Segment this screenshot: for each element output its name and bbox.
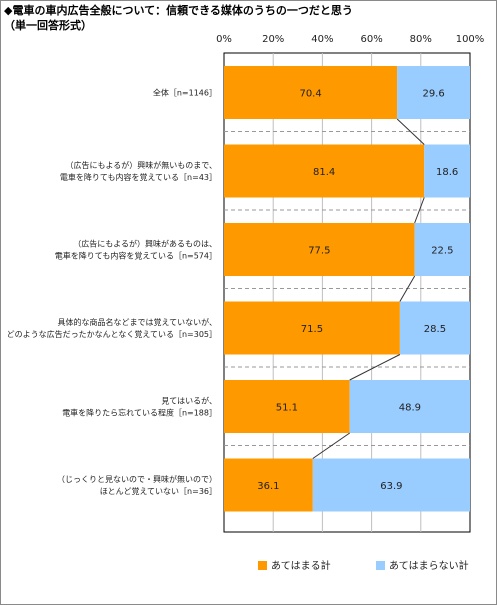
category-label: 見てはいるが、 bbox=[161, 396, 217, 406]
bar-disagree bbox=[349, 380, 470, 433]
x-tick-label: 60% bbox=[360, 34, 382, 45]
bar-agree bbox=[224, 458, 313, 512]
data-label-disagree: 28.5 bbox=[424, 324, 446, 335]
bar-agree bbox=[224, 301, 400, 355]
chart-subtitle: （単一回答形式） bbox=[4, 19, 92, 32]
data-label-agree: 71.5 bbox=[301, 324, 323, 335]
category-label: 電車を降りても内容を覚えている［n=574］ bbox=[55, 251, 217, 261]
category-label: 電車を降りても内容を覚えている［n=43］ bbox=[60, 172, 217, 182]
category-label: どのような広告だったかなんとなく覚えている［n=305］ bbox=[7, 329, 217, 339]
series-connector bbox=[399, 275, 416, 302]
category-label: 全体［n=1146］ bbox=[153, 88, 217, 98]
data-label-disagree: 48.9 bbox=[399, 403, 421, 414]
category-label: 電車を降りたら忘れている程度［n=188］ bbox=[62, 408, 217, 418]
bar-disagree bbox=[424, 144, 470, 198]
x-tick-label: 20% bbox=[262, 34, 284, 45]
series-connector bbox=[414, 197, 425, 224]
legend-swatch-agree bbox=[258, 561, 267, 570]
series-connector bbox=[396, 118, 425, 145]
data-label-agree: 36.1 bbox=[257, 481, 279, 492]
bar-disagree bbox=[397, 66, 470, 119]
data-label-agree: 81.4 bbox=[313, 167, 335, 178]
chart-title: ◆電車の車内広告全般について：信頼できる媒体のうちの一つだと思う bbox=[4, 4, 353, 17]
data-label-disagree: 18.6 bbox=[436, 167, 458, 178]
bar-agree bbox=[224, 66, 398, 119]
bar-agree bbox=[224, 144, 425, 198]
category-label: （広告にもよるが）興味が無いものまで、 bbox=[66, 160, 217, 170]
x-tick-label: 40% bbox=[311, 34, 333, 45]
plot-area bbox=[223, 52, 471, 533]
legend-label-agree: あてはまる計 bbox=[271, 559, 331, 572]
category-label: （広告にもよるが）興味があるものは、 bbox=[73, 239, 217, 249]
bar-disagree bbox=[312, 458, 470, 512]
bar-agree bbox=[224, 223, 415, 276]
category-label: ほとんど覚えていない［n=36］ bbox=[100, 486, 217, 496]
legend-swatch-disagree bbox=[376, 561, 385, 570]
series-connector bbox=[312, 432, 350, 459]
x-tick-label: 80% bbox=[410, 34, 432, 45]
series-connector bbox=[349, 354, 401, 381]
data-label-disagree: 63.9 bbox=[380, 481, 402, 492]
data-label-disagree: 29.6 bbox=[422, 89, 444, 100]
data-label-agree: 77.5 bbox=[308, 246, 330, 257]
category-label: 具体的な商品名などまでは覚えていないが、 bbox=[58, 317, 217, 327]
bar-agree bbox=[224, 380, 350, 433]
data-label-disagree: 22.5 bbox=[431, 246, 453, 257]
bar-disagree bbox=[414, 223, 470, 276]
category-label: （じっくりと見ないので・興味が無いので） bbox=[57, 474, 217, 484]
data-label-agree: 51.1 bbox=[276, 403, 298, 414]
data-label-agree: 70.4 bbox=[299, 89, 321, 100]
x-tick-label: 0% bbox=[216, 34, 232, 45]
bar-disagree bbox=[399, 301, 470, 355]
x-tick-label: 100% bbox=[456, 34, 485, 45]
legend-label-disagree: あてはまらない計 bbox=[389, 559, 469, 572]
